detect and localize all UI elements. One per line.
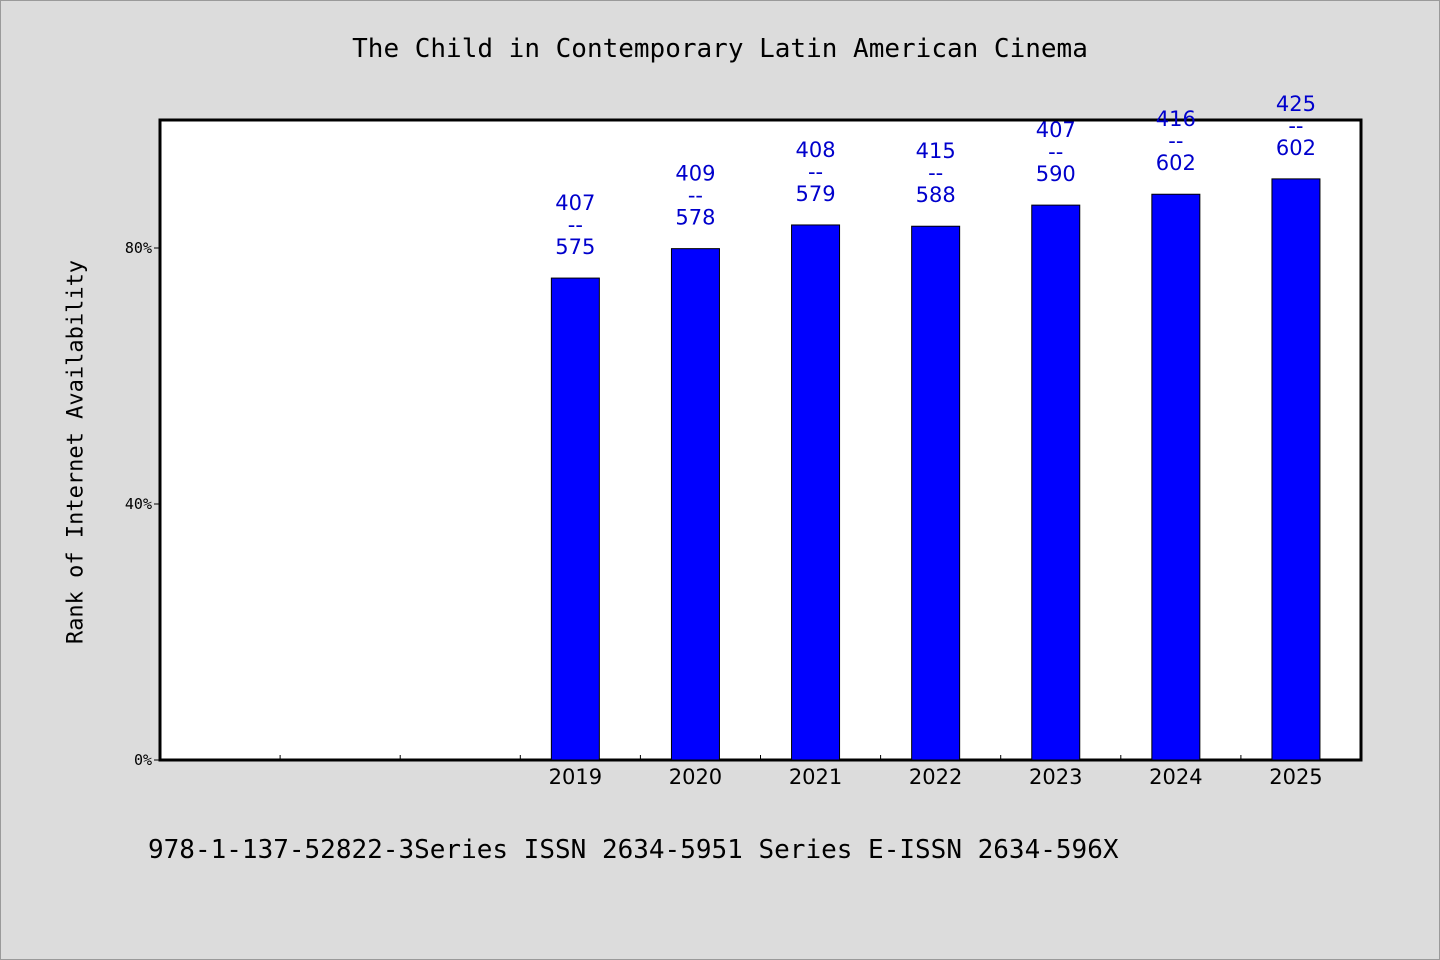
bar-data-label: -- — [688, 184, 703, 208]
bar — [1031, 204, 1081, 761]
bar-data-label: -- — [1168, 129, 1183, 153]
bar — [1271, 178, 1321, 761]
chart-title: The Child in Contemporary Latin American… — [352, 34, 1088, 64]
y-tick-label: 0% — [134, 751, 152, 769]
bar — [550, 277, 600, 761]
bar-data-label: -- — [1048, 140, 1063, 164]
bar-data-label: 578 — [675, 206, 715, 230]
bar-data-label: 575 — [555, 235, 595, 259]
bar-data-label: 588 — [916, 183, 956, 207]
bar — [911, 225, 961, 761]
bar-data-label: -- — [568, 213, 583, 237]
bar-data-label: 415 — [916, 139, 956, 163]
bar-data-label: 408 — [796, 138, 836, 162]
footer-isbn-text: 978-1-137-52822-3Series ISSN 2634-5951 S… — [148, 835, 1119, 865]
bar-data-label: 579 — [796, 182, 836, 206]
y-tick-label: 80% — [125, 239, 152, 257]
bar — [1151, 193, 1201, 761]
bar-data-label: -- — [808, 160, 823, 184]
x-tick-label: 2022 — [909, 765, 962, 789]
bar-data-label: 590 — [1036, 162, 1076, 186]
y-axis-label: Rank of Internet Availability — [63, 259, 89, 645]
x-tick-label: 2025 — [1269, 765, 1322, 789]
bar-data-label: -- — [1288, 114, 1303, 138]
x-tick-label: 2024 — [1149, 765, 1202, 789]
bar-data-label: 602 — [1276, 136, 1316, 160]
bar-data-label: 416 — [1156, 107, 1196, 131]
x-tick-label: 2021 — [789, 765, 842, 789]
x-tick-label: 2020 — [669, 765, 722, 789]
bar-data-label: -- — [928, 161, 943, 185]
y-tick-label: 40% — [125, 495, 152, 513]
bar — [791, 224, 841, 761]
bar-data-label: 407 — [1036, 118, 1076, 142]
bar-data-label: 409 — [675, 162, 715, 186]
x-tick-label: 2019 — [549, 765, 602, 789]
bar-data-label: 425 — [1276, 92, 1316, 116]
bar — [670, 248, 720, 761]
x-tick-label: 2023 — [1029, 765, 1082, 789]
bar-data-label: 602 — [1156, 151, 1196, 175]
bar-data-label: 407 — [555, 191, 595, 215]
